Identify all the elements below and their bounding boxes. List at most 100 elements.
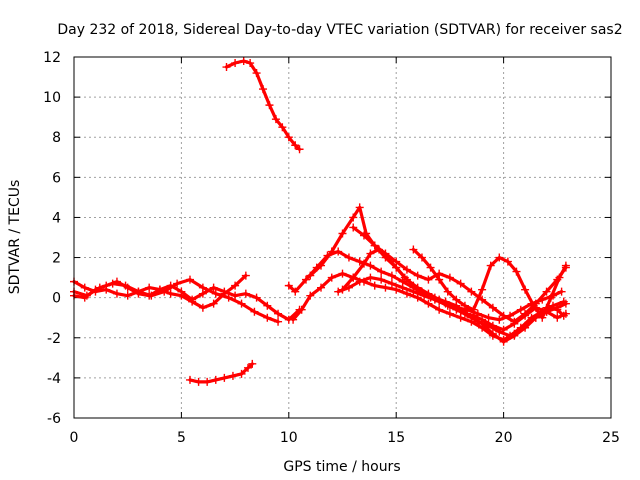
data-point	[211, 289, 220, 298]
y-axis-label: SDTVAR / TECUs	[7, 180, 23, 295]
data-point	[145, 291, 154, 300]
x-tick-label: 20	[495, 430, 513, 446]
data-point	[344, 253, 353, 262]
data-point	[349, 213, 358, 222]
data-point	[549, 291, 558, 300]
data-point	[467, 287, 476, 296]
data-point	[381, 249, 390, 258]
data-point	[370, 281, 379, 290]
data-point	[263, 313, 272, 322]
data-point	[478, 323, 487, 332]
data-point	[274, 317, 283, 326]
data-point	[80, 283, 89, 292]
y-tick-label: 2	[52, 251, 61, 267]
data-point	[377, 275, 386, 284]
data-point	[538, 313, 547, 322]
data-point	[338, 269, 347, 278]
data-point	[424, 299, 433, 308]
data-point	[495, 253, 504, 262]
data-point	[473, 309, 482, 318]
data-point	[555, 273, 564, 282]
data-point	[424, 275, 433, 284]
data-point	[499, 325, 508, 334]
data-point	[557, 287, 566, 296]
data-point	[123, 291, 132, 300]
data-point	[194, 377, 203, 386]
data-point	[561, 299, 570, 308]
data-point	[561, 309, 570, 318]
data-point	[250, 307, 259, 316]
data-point	[456, 279, 465, 288]
data-point	[185, 275, 194, 284]
data-point	[338, 229, 347, 238]
y-tick-label: -2	[47, 331, 61, 347]
data-point	[355, 257, 364, 266]
data-point	[284, 133, 293, 142]
data-point	[409, 245, 418, 254]
data-point	[467, 317, 476, 326]
data-point	[297, 305, 306, 314]
data-point	[488, 303, 497, 312]
data-point	[495, 315, 504, 324]
data-point	[91, 285, 100, 294]
data-point	[452, 303, 461, 312]
data-point	[460, 309, 469, 318]
data-point	[166, 281, 175, 290]
data-point	[231, 291, 240, 300]
data-point	[188, 295, 197, 304]
x-tick-label: 25	[602, 430, 620, 446]
data-point	[243, 363, 252, 372]
data-point	[209, 283, 218, 292]
data-point	[542, 287, 551, 296]
data-point	[271, 115, 280, 124]
data-point	[241, 289, 250, 298]
data-point	[198, 289, 207, 298]
data-point	[327, 273, 336, 282]
data-point	[435, 275, 444, 284]
data-point	[274, 309, 283, 318]
data-point	[291, 141, 300, 150]
data-point	[231, 281, 240, 290]
data-point	[510, 329, 519, 338]
data-point	[377, 267, 386, 276]
y-tick-label: 6	[52, 170, 61, 186]
data-point	[486, 261, 495, 270]
data-point	[291, 287, 300, 296]
data-point	[516, 305, 525, 314]
data-point	[521, 321, 530, 330]
data-point	[301, 275, 310, 284]
series-track-12	[336, 276, 564, 322]
data-point	[506, 311, 515, 320]
data-point	[370, 241, 379, 250]
data-point	[400, 273, 409, 282]
data-point	[166, 289, 175, 298]
data-point	[177, 287, 186, 296]
data-point	[185, 375, 194, 384]
data-point	[306, 291, 315, 300]
data-point	[239, 57, 248, 66]
data-point	[488, 331, 497, 340]
data-point	[409, 287, 418, 296]
x-tick-label: 5	[177, 430, 186, 446]
data-point	[231, 59, 240, 68]
chart-title: Day 232 of 2018, Sidereal Day-to-day VTE…	[57, 22, 622, 38]
data-point	[484, 313, 493, 322]
data-point	[387, 271, 396, 280]
series-track-5	[188, 362, 254, 384]
data-point	[155, 285, 164, 294]
data-point	[355, 203, 364, 212]
data-point	[538, 295, 547, 304]
data-point	[366, 249, 375, 258]
data-point	[334, 287, 343, 296]
data-point	[478, 315, 487, 324]
data-point	[452, 295, 461, 304]
data-point	[366, 261, 375, 270]
data-point	[203, 377, 212, 386]
data-point	[463, 305, 472, 314]
x-axis-label: GPS time / hours	[283, 459, 400, 475]
data-point	[224, 293, 233, 302]
data-point	[430, 295, 439, 304]
data-point	[263, 301, 272, 310]
data-point	[349, 223, 358, 232]
data-point	[248, 359, 257, 368]
